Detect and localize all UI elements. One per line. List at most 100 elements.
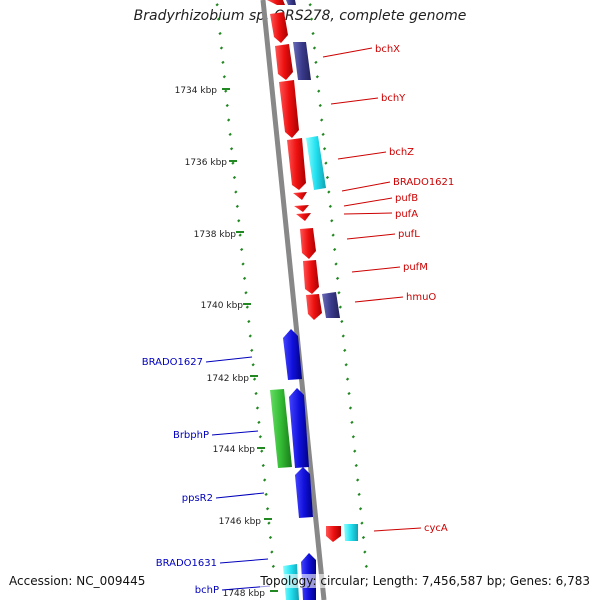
- accession-text: Accession: NC_009445: [9, 574, 146, 588]
- gene-label-pufB[interactable]: pufB: [395, 193, 418, 204]
- gene-arrow[interactable]: [289, 388, 309, 468]
- scale-dot: [235, 204, 239, 208]
- gene-arrow[interactable]: [306, 294, 322, 320]
- scale-dot: [248, 334, 252, 338]
- scale-dot: [225, 103, 229, 108]
- scale-dot: [242, 276, 247, 280]
- scale-dot: [363, 550, 367, 554]
- gene-arrow[interactable]: [283, 329, 302, 380]
- gene-arrow[interactable]: [286, 0, 296, 5]
- gene-label-BrbphP[interactable]: BrbphP: [173, 430, 209, 441]
- scale-dot: [224, 89, 228, 93]
- gene-label-BRADO1621[interactable]: BRADO1621: [393, 177, 454, 188]
- scale-dot: [261, 463, 265, 468]
- gene-arrow[interactable]: [267, 0, 285, 5]
- gene-label-pufL[interactable]: pufL: [398, 229, 420, 240]
- scale-dot: [231, 161, 235, 165]
- scale-dot: [234, 190, 238, 194]
- scale-dot: [337, 291, 341, 295]
- scale-dot: [237, 219, 241, 223]
- scale-dot: [267, 521, 271, 525]
- scale-dot: [333, 247, 337, 252]
- scale-dot: [219, 46, 224, 50]
- scale-dot: [229, 147, 234, 151]
- scale-dot: [335, 276, 340, 280]
- scale-dot: [328, 204, 332, 208]
- gene-track-outer: [286, 0, 358, 542]
- scale-dot: [360, 521, 364, 525]
- scale-dot: [308, 3, 312, 7]
- gene-arrow[interactable]: [300, 228, 316, 259]
- scale-label: 1742 kbp: [207, 374, 250, 384]
- scale-dot: [351, 435, 355, 439]
- scale-dot: [327, 190, 331, 194]
- gene-arrow[interactable]: [294, 205, 309, 212]
- gene-arrow[interactable]: [296, 213, 311, 221]
- gene-label-bchX[interactable]: bchX: [375, 44, 400, 55]
- scale-marks: 1734 kbp 1736 kbp 1738 kbp 1740 kbp 1742…: [175, 86, 278, 599]
- scale-dot: [309, 17, 314, 21]
- gene-arrow[interactable]: [322, 292, 340, 318]
- scale-dot: [340, 319, 344, 324]
- gene-arrow[interactable]: [326, 526, 341, 542]
- gene-arrow[interactable]: [287, 138, 306, 190]
- gene-arrow[interactable]: [270, 389, 292, 468]
- scale-dot: [264, 492, 268, 496]
- scale-dot: [252, 377, 257, 381]
- scale-dot: [255, 406, 260, 410]
- gene-arrow[interactable]: [275, 44, 293, 80]
- scale-dot: [331, 233, 335, 237]
- gene-arrow[interactable]: [293, 42, 311, 80]
- gene-arrow[interactable]: [306, 136, 326, 190]
- gene-labels-right: bchX bchY bchZ BRADO1621 pufB pufA pufL …: [375, 44, 454, 534]
- gene-label-cycA[interactable]: cycA: [424, 523, 448, 534]
- scale-dot: [247, 319, 251, 324]
- scale-dot: [260, 449, 264, 453]
- scale-label: 1744 kbp: [213, 445, 256, 455]
- gene-label-bchY[interactable]: bchY: [381, 93, 406, 104]
- gene-arrow[interactable]: [293, 192, 307, 200]
- scale-dot: [347, 391, 351, 396]
- scale-dot: [241, 262, 245, 266]
- scale-dot: [265, 507, 270, 511]
- gene-label-BRADO1631[interactable]: BRADO1631: [156, 558, 217, 569]
- scale-dot: [350, 420, 354, 424]
- gene-label-pufA[interactable]: pufA: [395, 209, 418, 220]
- gene-label-ppsR2[interactable]: ppsR2: [182, 493, 213, 504]
- scale-track-right: [308, 3, 368, 568]
- gene-label-pufM[interactable]: pufM: [403, 262, 428, 273]
- scale-label: 1746 kbp: [219, 517, 262, 527]
- scale-dot: [250, 348, 254, 352]
- gene-label-BRADO1627[interactable]: BRADO1627: [142, 357, 203, 368]
- scale-dot: [322, 147, 327, 151]
- scale-label: 1740 kbp: [201, 301, 244, 311]
- scale-dot: [354, 463, 358, 468]
- scale-dot: [257, 420, 261, 424]
- gene-arrow[interactable]: [303, 260, 319, 294]
- scale-dot: [320, 118, 324, 122]
- scale-dot: [315, 75, 319, 79]
- scale-dot: [312, 46, 317, 50]
- scale-dot: [314, 60, 318, 64]
- scale-dot: [321, 132, 325, 136]
- scale-dot: [357, 492, 361, 496]
- scale-dot: [271, 564, 275, 568]
- label-leaders: [205, 47, 422, 591]
- scale-dot: [238, 233, 242, 237]
- gene-label-bchP[interactable]: bchP: [195, 585, 219, 596]
- gene-arrow[interactable]: [295, 467, 313, 518]
- scale-dot: [245, 305, 249, 309]
- scale-dot: [344, 363, 348, 367]
- scale-dot: [227, 118, 231, 122]
- gene-arrow[interactable]: [279, 80, 299, 138]
- scale-dot: [345, 377, 350, 381]
- scale-dot: [341, 334, 345, 338]
- scale-dot: [254, 391, 258, 396]
- scale-dot: [215, 3, 219, 7]
- gene-arrow[interactable]: [270, 12, 288, 43]
- scale-dot: [263, 478, 267, 482]
- gene-label-hmuO[interactable]: hmuO: [406, 292, 436, 303]
- scale-dot: [232, 175, 237, 180]
- gene-label-bchZ[interactable]: bchZ: [389, 147, 414, 158]
- gene-arrow[interactable]: [344, 524, 358, 541]
